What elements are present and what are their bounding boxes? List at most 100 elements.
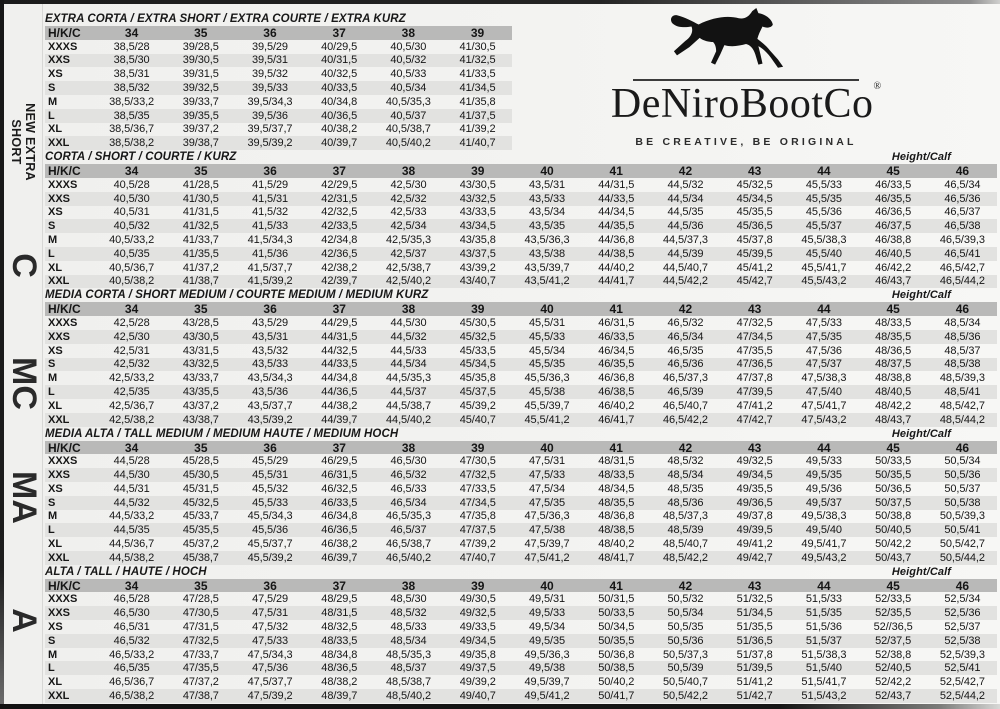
section-title-row: CORTA / SHORT / COURTE / KURZ Height/Calf bbox=[45, 150, 997, 164]
size-cell: 43/37,5 bbox=[459, 247, 496, 260]
size-cell: 38,5/28 bbox=[113, 40, 150, 53]
size-cell: 41,5/37,7 bbox=[247, 261, 293, 274]
size-cell: 47/32,5 bbox=[182, 634, 219, 647]
size-cell: 46,5/36,7 bbox=[109, 676, 155, 689]
size-cell: 49/34,5 bbox=[459, 634, 496, 647]
size-cell: 51,5/35 bbox=[805, 607, 842, 620]
size-cell: 43,5/31 bbox=[252, 330, 289, 343]
size-cell: 50,5/37,3 bbox=[662, 648, 708, 661]
size-cell: 49,5/41,7 bbox=[801, 537, 847, 550]
size-column-header: 40 bbox=[540, 164, 554, 179]
size-cell: 49/32,5 bbox=[736, 455, 773, 468]
size-cell: 43,5/34 bbox=[528, 206, 565, 219]
size-cell: 44,5/34 bbox=[390, 358, 427, 371]
size-column-header: 41 bbox=[609, 440, 623, 455]
size-cell: 47,5/36,3 bbox=[524, 510, 570, 523]
size-cell: 41/33,7 bbox=[182, 234, 219, 247]
size-column-header: 36 bbox=[263, 26, 277, 40]
size-cell: 50,5/42,7 bbox=[939, 537, 985, 550]
size-cell: 38,5/30 bbox=[113, 54, 150, 67]
size-cell: 52/42,2 bbox=[875, 676, 912, 689]
size-cell: 52/37,5 bbox=[875, 634, 912, 647]
size-cell: 46,5/30 bbox=[113, 607, 150, 620]
size-cell: 44/29,5 bbox=[321, 317, 358, 330]
sidebar-label-text: A bbox=[4, 607, 43, 633]
size-cell: 47/28,5 bbox=[182, 593, 219, 606]
size-cell: 43,5/34,3 bbox=[247, 372, 293, 385]
size-cell: 47,5/33 bbox=[805, 317, 842, 330]
size-cell: 44/34,8 bbox=[321, 372, 358, 385]
size-cell: 45,5/43,2 bbox=[801, 275, 847, 288]
size-cell: 39/35,5 bbox=[182, 109, 219, 122]
size-cell: 48,5/37 bbox=[390, 662, 427, 675]
sidebar-label-line: NEW EXTRA bbox=[23, 103, 38, 181]
size-cell: 42,5/33,2 bbox=[109, 372, 155, 385]
size-cell: 50,5/36 bbox=[944, 469, 981, 481]
size-cell: 51/39,5 bbox=[736, 662, 773, 675]
sidebar-label-text: MA bbox=[4, 470, 43, 524]
row-size-label: M bbox=[48, 510, 58, 523]
size-cell: 47/32,5 bbox=[736, 317, 773, 330]
size-cell: 43,5/37,7 bbox=[247, 399, 293, 412]
size-cell: 45/37,5 bbox=[459, 386, 496, 399]
size-cell: 43,5/36 bbox=[252, 386, 289, 399]
size-cell: 41/39,2 bbox=[459, 123, 496, 136]
size-cell: 49/39,2 bbox=[459, 676, 496, 689]
size-cell: 49,5/38 bbox=[528, 662, 565, 675]
size-cell: 45,5/36 bbox=[252, 524, 289, 537]
size-cell: 49/37,5 bbox=[459, 662, 496, 675]
row-size-label: XL bbox=[48, 399, 63, 412]
size-cell: 45,5/36,3 bbox=[524, 372, 570, 385]
size-cell: 43,5/29 bbox=[252, 317, 289, 330]
row-size-label: XS bbox=[48, 344, 63, 357]
size-cell: 42/33,5 bbox=[321, 220, 358, 233]
size-cell: 40,5/30 bbox=[113, 192, 150, 205]
size-cell: 47,5/40 bbox=[805, 386, 842, 399]
size-cell: 48/37,5 bbox=[875, 358, 912, 371]
size-cell: 45/40,7 bbox=[459, 413, 496, 426]
table-row: XXS 40,5/30 41/30,5 41,5/31 42/31,5 42,5/32 43… bbox=[45, 191, 997, 206]
size-cell: 45,5/40 bbox=[805, 247, 842, 260]
size-cell: 38,5/32 bbox=[113, 82, 150, 95]
size-column-header: 44 bbox=[817, 578, 831, 593]
size-cell: 47,5/29 bbox=[252, 593, 289, 606]
size-cell: 45/35,8 bbox=[459, 372, 496, 385]
size-cell: 52,5/34 bbox=[944, 593, 981, 606]
size-cell: 42,5/32 bbox=[113, 358, 150, 371]
size-cell: 49,5/43,2 bbox=[801, 551, 847, 564]
size-cell: 48/32,5 bbox=[321, 620, 358, 633]
size-cell: 42/31,5 bbox=[321, 192, 358, 205]
table-row: XL 42,5/36,7 43/37,2 43,5/37,7 44/38,2 44,5/3… bbox=[45, 399, 997, 413]
size-cell: 41/34,5 bbox=[459, 82, 496, 95]
hkc-header-label: H/K/C bbox=[48, 578, 81, 593]
size-cell: 48,5/36 bbox=[667, 496, 704, 509]
size-column-header: 34 bbox=[124, 164, 139, 179]
row-size-label: S bbox=[48, 82, 56, 95]
size-cell: 40,5/38,2 bbox=[109, 275, 155, 288]
size-cell: 46/34,8 bbox=[321, 510, 358, 523]
size-column-header: 41 bbox=[609, 164, 623, 179]
table-row: M 40,5/33,2 41/33,7 41,5/34,3 42/34,8 42,5/35… bbox=[45, 233, 997, 247]
size-cell: 51,5/38,3 bbox=[801, 648, 847, 661]
size-cell: 44,5/37,3 bbox=[662, 234, 708, 247]
size-cell: 50/38,5 bbox=[598, 662, 635, 675]
size-column-header: 45 bbox=[886, 440, 900, 455]
size-cell: 52/43,7 bbox=[875, 689, 912, 702]
size-cell: 39/32,5 bbox=[182, 82, 219, 95]
size-cell: 46,5/33,2 bbox=[109, 648, 155, 661]
size-cell: 44/31,5 bbox=[321, 330, 358, 343]
size-cell: 49/35,5 bbox=[736, 482, 773, 495]
size-cell: 45/32,5 bbox=[736, 178, 773, 191]
size-cell: 42,5/38,2 bbox=[109, 413, 155, 426]
size-cell: 47/38,7 bbox=[182, 689, 219, 702]
size-column-header: 46 bbox=[955, 440, 970, 455]
size-cell: 45/34,5 bbox=[736, 192, 773, 205]
size-column-header: 45 bbox=[886, 302, 900, 317]
size-cell: 48,5/38,7 bbox=[386, 676, 432, 689]
page-crease-line bbox=[42, 0, 43, 709]
size-cell: 49,5/34 bbox=[528, 620, 565, 633]
size-cell: 41,5/31 bbox=[252, 192, 289, 205]
size-cell: 47,5/41,7 bbox=[801, 399, 847, 412]
size-column-header: 34 bbox=[124, 440, 139, 455]
size-cell: 40,5/35 bbox=[113, 247, 150, 260]
